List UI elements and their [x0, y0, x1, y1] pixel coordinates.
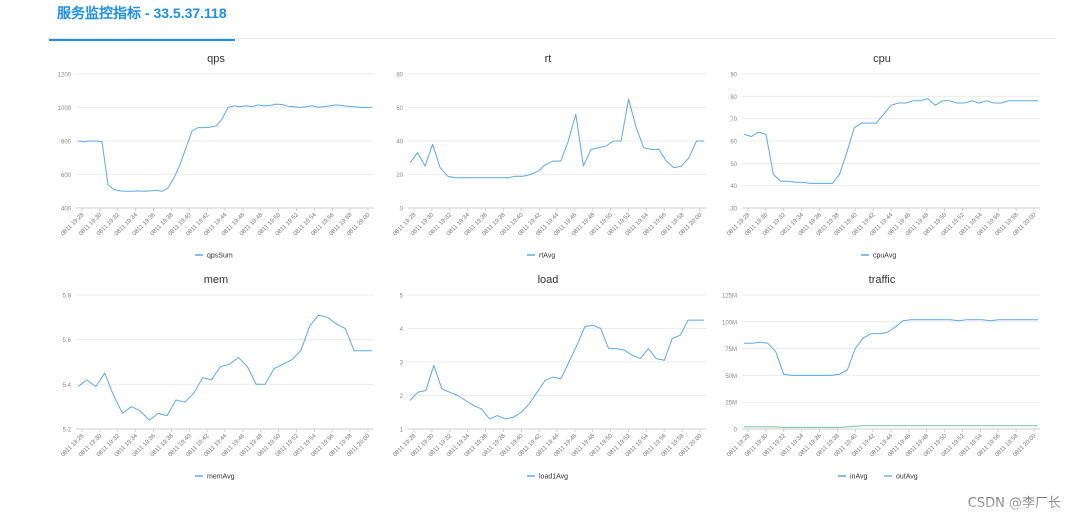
page-title: 服务监控指标 - 33.5.37.118: [57, 5, 227, 21]
series-line-rtAvg: [409, 98, 704, 179]
y-tick-label: 75M: [725, 347, 737, 353]
y-tick-label: 5.4: [63, 383, 72, 389]
legend-label-memAvg[interactable]: memAvg: [207, 474, 235, 481]
legend-label-rtAvg[interactable]: rtAvg: [539, 253, 555, 260]
y-tick-label: 600: [61, 173, 72, 179]
y-tick-label: 30: [730, 207, 737, 213]
y-tick-label: 5.2: [63, 428, 72, 434]
y-tick-label: 40: [396, 140, 403, 146]
y-tick-label: 20: [396, 173, 403, 179]
chart-traffic: traffic 0 25M 50M 75M 100M 125M 0811 19:28 0811 …: [712, 269, 1052, 484]
chart-title: cpu: [873, 53, 891, 65]
y-tick-label: 4: [400, 327, 404, 333]
y-tick-label: 5: [400, 294, 404, 300]
y-tick-label: 25M: [725, 401, 737, 407]
y-tick-label: 800: [61, 140, 72, 146]
y-tick-label: 60: [730, 140, 737, 146]
legend-label-qpsSum[interactable]: qpsSum: [207, 253, 233, 260]
y-tick-label: 1: [400, 428, 404, 434]
y-tick-label: 5.8: [63, 294, 72, 300]
page-header: 服务监控指标 - 33.5.37.118: [0, 0, 1077, 41]
y-tick-label: 1200: [58, 73, 72, 79]
y-tick-label: 1000: [58, 106, 72, 112]
chart-qps: qps 400 600 800 1000 1200 0811 19:28 0811 19:30…: [46, 48, 386, 263]
y-tick-label: 50: [730, 162, 737, 168]
y-tick-label: 0: [400, 207, 404, 213]
chart-load: load 1 2 3 4 5 0811 19:28 0811 19:30 0811 19:32 0…: [378, 269, 718, 484]
legend-label-inAvg[interactable]: inAvg: [850, 474, 867, 481]
chart-title: rt: [545, 53, 552, 65]
bottom-fade: [0, 489, 1077, 521]
y-tick-label: 90: [730, 73, 737, 79]
legend-label-outAvg[interactable]: outAvg: [896, 474, 918, 481]
y-tick-label: 60: [396, 106, 403, 112]
y-tick-label: 50M: [725, 374, 737, 380]
chart-title: mem: [204, 274, 228, 286]
y-tick-label: 70: [730, 117, 737, 123]
y-tick-label: 125M: [722, 294, 737, 300]
y-tick-label: 40: [730, 184, 737, 190]
chart-title: load: [538, 274, 559, 286]
series-line-inAvg: [744, 319, 1038, 376]
series-line-memAvg: [77, 314, 372, 421]
series-line-outAvg: [744, 425, 1038, 428]
legend-label-load1Avg[interactable]: load1Avg: [539, 474, 568, 481]
series-line-cpuAvg: [743, 98, 1038, 184]
chart-cpu: cpu 30 40 50 60 70 80 90 0811 19:28 0811 19:30 081…: [712, 48, 1052, 263]
y-tick-label: 2: [400, 394, 404, 400]
chart-rt: rt 0 20 40 60 80 0811 19:28 0811 19:30 0811 19:3…: [378, 48, 718, 263]
watermark-text: CSDN @李厂长: [967, 496, 1061, 511]
y-tick-label: 400: [61, 207, 72, 213]
legend-label-cpuAvg[interactable]: cpuAvg: [873, 253, 896, 260]
chart-title: qps: [207, 53, 225, 65]
series-line-qpsSum: [77, 103, 373, 192]
chart-mem: mem 5.2 5.4 5.6 5.8 0811 19:28 0811 19:30 0811 …: [46, 269, 386, 484]
y-tick-label: 100M: [722, 320, 737, 326]
series-line-load1Avg: [409, 319, 704, 420]
y-tick-label: 80: [730, 95, 737, 101]
tab-service-metrics[interactable]: 服务监控指标 - 33.5.37.118: [49, 0, 235, 41]
y-tick-label: 5.6: [63, 338, 72, 344]
header-divider: [49, 38, 1056, 39]
y-tick-label: 80: [396, 73, 403, 79]
y-tick-label: 0: [734, 428, 738, 434]
y-tick-label: 3: [400, 361, 404, 367]
chart-title: traffic: [869, 274, 896, 286]
